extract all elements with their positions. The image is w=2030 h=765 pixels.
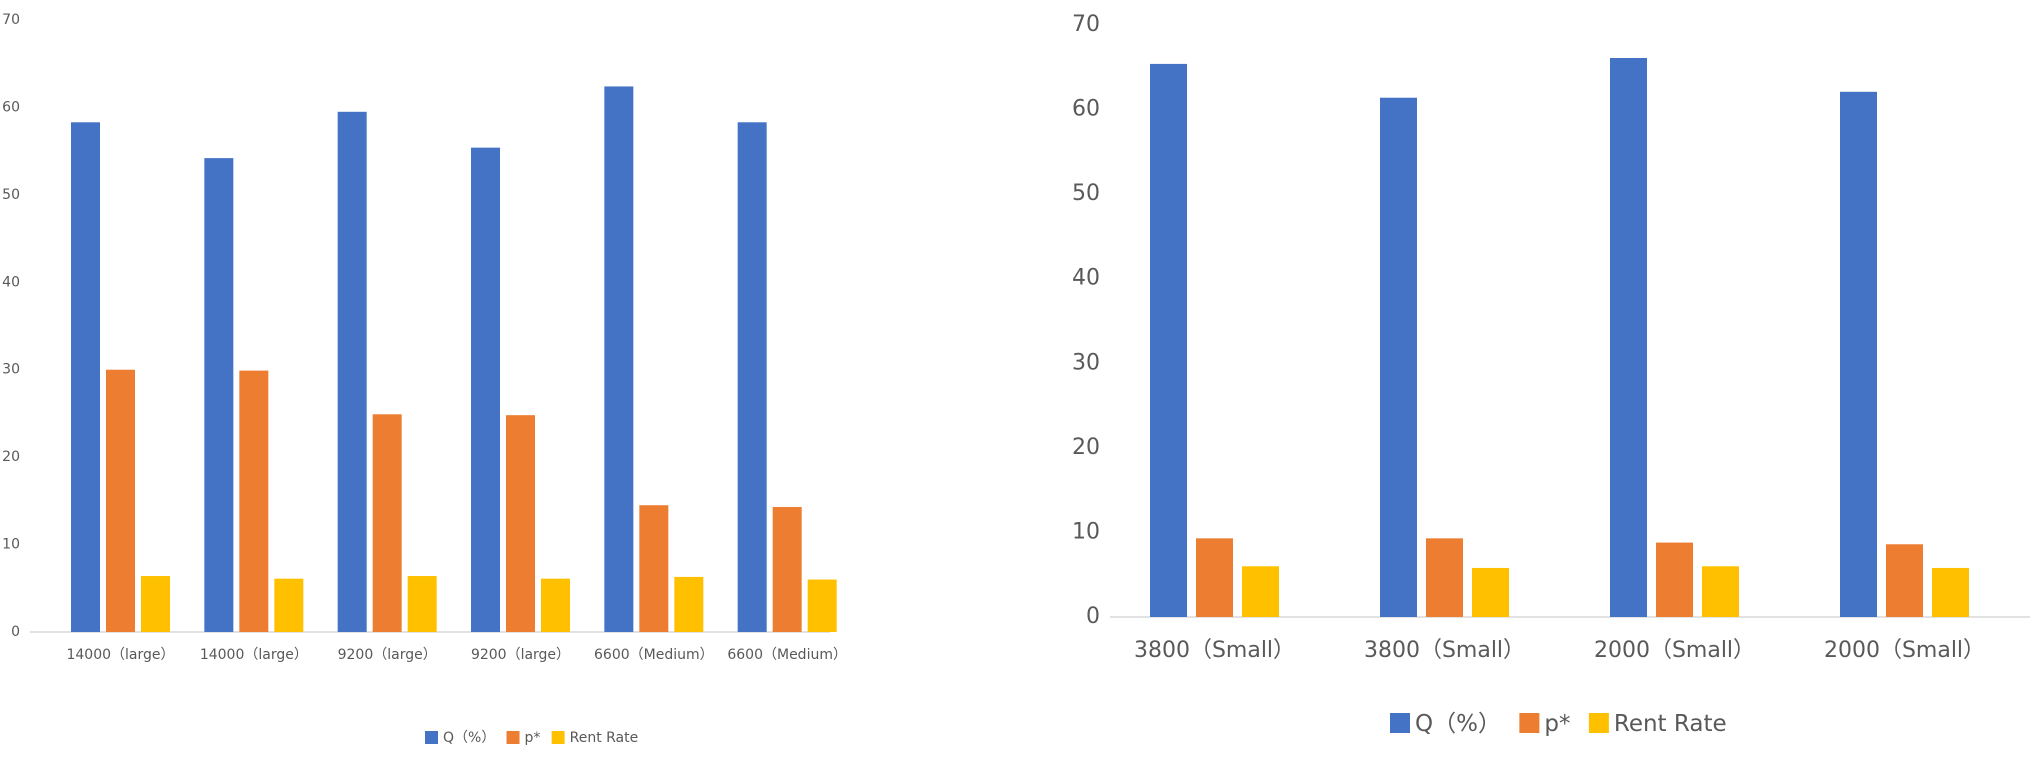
bar-p <box>1196 538 1233 617</box>
chart-small: 0 10 20 30 40 50 60 70 3800（Small） 3800（Small） 200… <box>1072 12 2030 737</box>
bar-q <box>1840 91 1877 618</box>
bar-q <box>1150 63 1187 618</box>
bar-p <box>1656 542 1693 617</box>
chart-large-medium: 0 10 20 30 40 50 60 70 14000（large） 14000（large） 9… <box>2 12 847 746</box>
x-category-label: 9200（large） <box>471 647 570 663</box>
y-tick-label: 40 <box>1072 266 1100 291</box>
y-tick-label: 50 <box>1072 181 1100 206</box>
legend-label-p: p* <box>1544 711 1570 737</box>
x-category-label: 2000（Small） <box>1824 638 1985 663</box>
legend-swatch-p <box>1519 713 1540 733</box>
bar-rent <box>541 578 570 632</box>
y-tick-label: 0 <box>11 624 20 640</box>
y-tick-label: 10 <box>1072 519 1100 544</box>
legend-label-q: Q（%） <box>443 730 495 746</box>
x-category-label: 14000（large） <box>200 647 308 663</box>
y-tick-label: 60 <box>1072 97 1100 122</box>
legend-label-p: p* <box>525 730 541 746</box>
bar-rent <box>274 578 304 632</box>
legend-label-rent: Rent Rate <box>1614 711 1727 737</box>
legend-swatch-p <box>506 731 520 744</box>
bar-q <box>604 86 634 632</box>
bar-rent <box>1242 566 1279 617</box>
bar-p <box>1426 538 1463 617</box>
legend-swatch-q <box>1390 713 1410 733</box>
x-category-label: 3800（Small） <box>1134 638 1295 663</box>
x-category-label: 14000（large） <box>66 647 174 663</box>
y-tick-label: 50 <box>2 187 20 203</box>
y-tick-label: 0 <box>1086 604 1100 629</box>
bar-q <box>71 122 100 632</box>
legend-swatch-q <box>425 731 438 744</box>
bar-p <box>1886 544 1923 617</box>
bar-rent <box>1932 567 1969 617</box>
bar-p <box>372 414 402 632</box>
bar-q <box>1380 97 1417 617</box>
y-tick-label: 60 <box>2 99 20 115</box>
bar-q <box>337 111 367 633</box>
bar-rent <box>141 576 170 632</box>
y-tick-label: 70 <box>2 12 20 28</box>
bar-rent <box>807 579 837 632</box>
x-category-label: 9200（large） <box>338 647 437 663</box>
bar-rent <box>407 576 437 632</box>
legend-swatch-rent <box>1588 713 1609 733</box>
legend-label-rent: Rent Rate <box>570 730 639 746</box>
y-tick-label: 30 <box>1072 350 1100 375</box>
legend-swatch-rent <box>551 731 565 744</box>
x-category-label: 6600（Medium） <box>594 647 714 663</box>
bar-p <box>772 506 802 632</box>
bar-p <box>239 370 269 632</box>
y-tick-label: 30 <box>2 362 20 378</box>
x-category-label: 6600（Medium） <box>727 647 847 663</box>
y-tick-label: 20 <box>1072 435 1100 460</box>
bar-q <box>737 122 767 632</box>
bar-rent <box>674 576 704 632</box>
bar-q <box>204 158 234 632</box>
y-tick-label: 40 <box>2 274 20 290</box>
bar-p <box>639 505 669 632</box>
bar-rent <box>1472 567 1509 617</box>
bar-q <box>471 147 500 632</box>
x-category-label: 3800（Small） <box>1364 638 1525 663</box>
legend-label-q: Q（%） <box>1415 711 1501 737</box>
bar-rent <box>1702 566 1739 617</box>
x-category-label: 2000（Small） <box>1594 638 1755 663</box>
y-tick-label: 20 <box>2 449 20 465</box>
y-tick-label: 10 <box>2 537 20 553</box>
y-tick-label: 70 <box>1072 12 1100 37</box>
bar-p <box>506 415 535 632</box>
bar-q <box>1610 57 1647 618</box>
bar-p <box>106 369 135 632</box>
